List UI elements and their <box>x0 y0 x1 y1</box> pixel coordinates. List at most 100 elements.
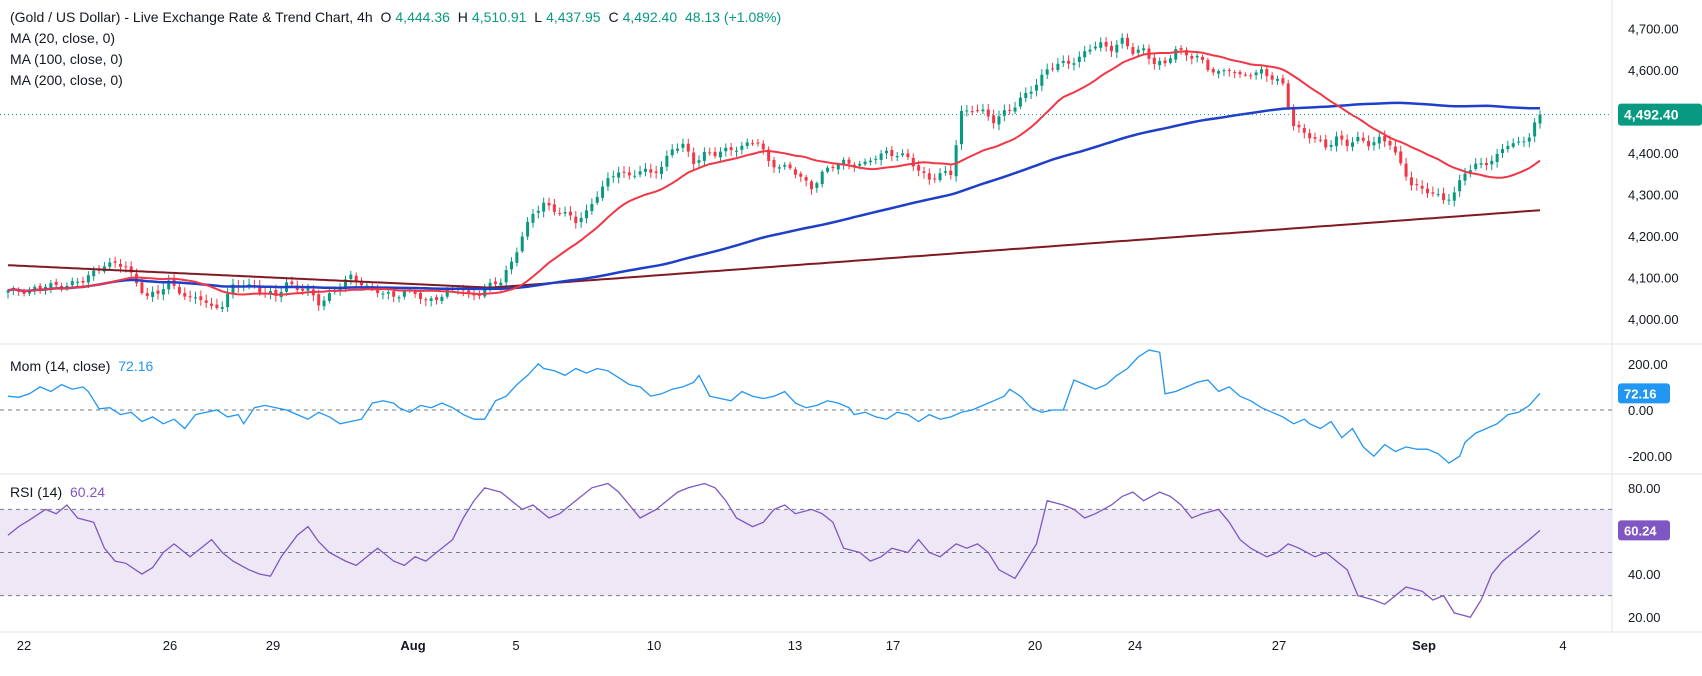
candle-body <box>526 221 530 237</box>
candle-body <box>247 284 251 286</box>
candle-body <box>402 291 406 297</box>
candle-body <box>1324 139 1328 148</box>
candle-body <box>1388 141 1392 146</box>
open-value: 4,444.36 <box>395 9 450 25</box>
candle-body <box>1018 97 1022 107</box>
candle-body <box>943 171 947 173</box>
x-tick-label: Sep <box>1412 638 1436 653</box>
candle-body <box>204 300 208 303</box>
high-value: 4,510.91 <box>471 9 527 25</box>
candle-body <box>1447 199 1451 201</box>
candle-body <box>231 284 235 293</box>
price-tick-label: 4,300.00 <box>1628 188 1679 203</box>
candle-body <box>1222 70 1226 72</box>
candle-body <box>842 159 846 165</box>
candle-body <box>815 183 819 188</box>
close-label: C <box>608 9 619 25</box>
candle-body <box>504 270 508 283</box>
candle-body <box>1034 84 1038 91</box>
candle-body <box>301 288 305 291</box>
rsi-legend[interactable]: RSI (14) 60.24 <box>10 484 109 500</box>
candle-body <box>54 281 58 285</box>
candle-body <box>654 171 658 173</box>
candle-body <box>424 299 428 301</box>
candle-body <box>670 149 674 156</box>
candle-body <box>113 261 117 263</box>
candle-body <box>1152 57 1156 64</box>
candle-body <box>1399 151 1403 164</box>
low-label: L <box>534 9 543 25</box>
candle-body <box>740 145 744 150</box>
candle-body <box>1372 142 1376 146</box>
candle-body <box>1313 137 1317 139</box>
candle-body <box>1490 160 1494 165</box>
candle-body <box>826 167 830 172</box>
price-tick-label: 4,700.00 <box>1628 21 1679 36</box>
candle-body <box>445 289 449 297</box>
ma20-legend[interactable]: MA (20, close, 0) <box>10 30 116 46</box>
ma200-line <box>7 209 1541 289</box>
candle-body <box>81 280 85 283</box>
candle-body <box>901 153 905 156</box>
candle-body <box>1377 136 1381 144</box>
candle-body <box>1168 58 1172 63</box>
candle-body <box>1206 59 1210 70</box>
candle-body <box>177 287 181 294</box>
candle-body <box>1056 63 1060 71</box>
close-value: 4,492.40 <box>622 9 678 25</box>
candle-body <box>1409 177 1413 186</box>
candle-body <box>911 157 915 167</box>
momentum-value: 72.16 <box>118 358 154 374</box>
candle-body <box>1195 55 1199 58</box>
candle-body <box>418 292 422 299</box>
candle-body <box>1356 136 1360 142</box>
candle-body <box>847 159 851 164</box>
candle-body <box>488 282 492 289</box>
candle-body <box>895 156 899 158</box>
candle-body <box>510 261 514 270</box>
candle-body <box>767 149 771 161</box>
candle-body <box>1351 142 1355 147</box>
candle-body <box>1099 42 1103 48</box>
candle-body <box>660 166 664 174</box>
candle-body <box>724 147 728 152</box>
candle-body <box>317 294 321 306</box>
candle-body <box>542 202 546 212</box>
x-tick-label: 22 <box>17 638 31 653</box>
candle-body <box>927 173 931 180</box>
candle-body <box>140 282 144 294</box>
candle-body <box>156 290 160 294</box>
ma200-legend[interactable]: MA (200, close, 0) <box>10 72 123 88</box>
candle-body <box>108 262 112 267</box>
candle-body <box>917 165 921 171</box>
candle-body <box>590 203 594 212</box>
candle-body <box>1061 60 1065 63</box>
candle-body <box>622 171 626 173</box>
momentum-legend[interactable]: Mom (14, close) 72.16 <box>10 358 157 374</box>
candle-body <box>1281 78 1285 84</box>
candle-body <box>676 148 680 151</box>
candle-body <box>1527 137 1531 142</box>
candle-body <box>997 116 1001 125</box>
ma100-legend[interactable]: MA (100, close, 0) <box>10 51 123 67</box>
momentum-last-label: 72.16 <box>1624 386 1657 401</box>
candle-body <box>268 291 272 294</box>
candle-body <box>970 111 974 113</box>
candle-body <box>627 172 631 176</box>
momentum-label: Mom (14, close) <box>10 358 111 374</box>
candle-body <box>226 293 230 308</box>
candle-body <box>322 300 326 307</box>
candle-body <box>258 285 262 293</box>
candle-body <box>1211 69 1215 73</box>
ma100-line <box>7 101 1540 293</box>
candle-body <box>729 147 733 151</box>
rsi-value: 60.24 <box>70 484 106 500</box>
candle-body <box>1302 127 1306 133</box>
candle-body <box>6 290 10 293</box>
candle-body <box>1345 139 1349 146</box>
candle-body <box>520 236 524 252</box>
x-tick-label: 10 <box>647 638 661 653</box>
candle-body <box>563 212 567 214</box>
